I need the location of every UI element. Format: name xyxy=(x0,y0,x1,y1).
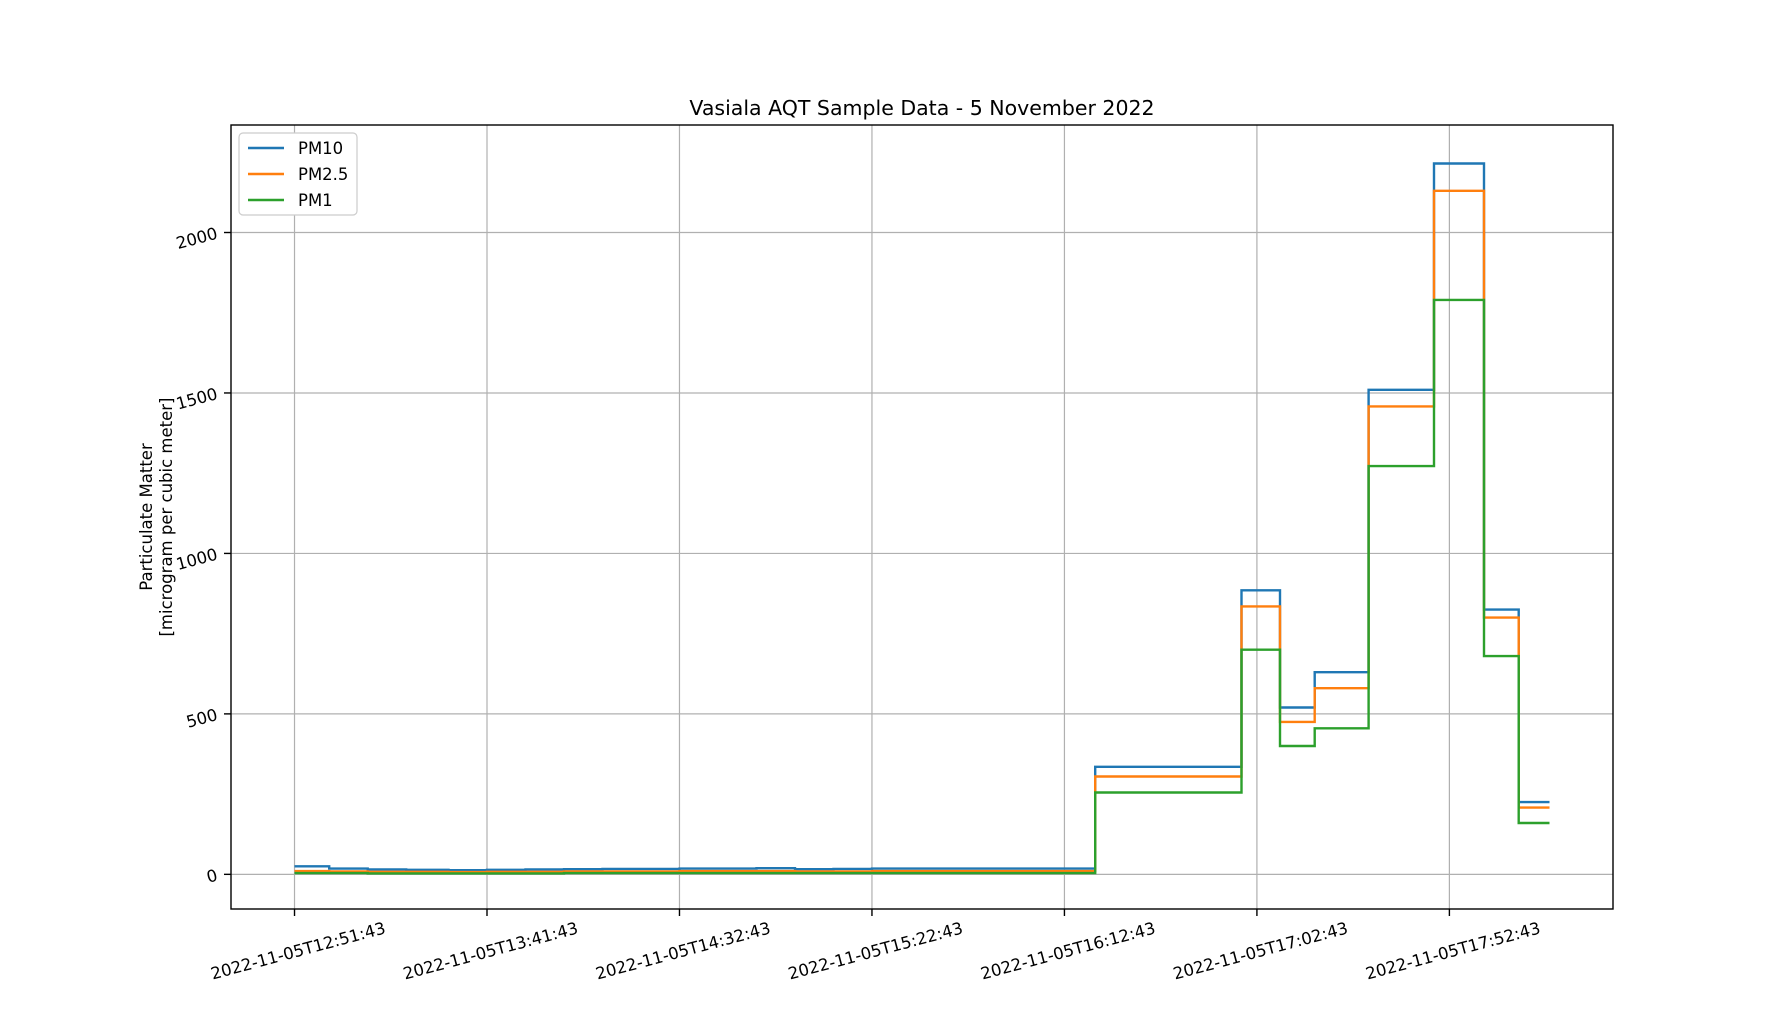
y-tick-label: 2000 xyxy=(174,224,219,253)
x-tick-label: 2022-11-05T17:02:43 xyxy=(1171,919,1350,984)
legend: PM10 PM2.5 PM1 xyxy=(238,132,358,216)
series-line-pm10 xyxy=(294,162,1550,872)
plot-frame xyxy=(230,124,1614,910)
legend-label-pm10: PM10 xyxy=(298,139,343,158)
series-line-pm2-5 xyxy=(294,189,1550,874)
y-tick-label: 500 xyxy=(184,705,219,732)
legend-box xyxy=(238,132,358,216)
x-tick-label: 2022-11-05T17:52:43 xyxy=(1364,919,1543,984)
chart-title: Vasiala AQT Sample Data - 5 November 202… xyxy=(689,96,1154,120)
legend-label-pm2-5: PM2.5 xyxy=(298,165,348,184)
x-tick-label: 2022-11-05T13:41:43 xyxy=(401,919,580,984)
y-axis-label-line-1: Particulate Matter xyxy=(137,443,156,591)
y-axis-label-line-2: [microgram per cubic meter] xyxy=(157,398,176,637)
y-axis-label: Particulate Matter [microgram per cubic … xyxy=(137,398,176,637)
y-tick-label: 0 xyxy=(205,866,220,887)
grid-layer xyxy=(231,125,1613,909)
x-tick-label: 2022-11-05T15:22:43 xyxy=(786,919,965,984)
legend-label-pm1: PM1 xyxy=(298,191,333,210)
y-tick-label: 1500 xyxy=(174,384,219,413)
series-line-pm1 xyxy=(294,298,1550,875)
x-tick-label: 2022-11-05T14:32:43 xyxy=(594,919,773,984)
x-tick-label: 2022-11-05T12:51:43 xyxy=(209,919,388,984)
y-tick-label: 1000 xyxy=(174,545,219,574)
series-layer xyxy=(294,162,1550,875)
x-tick-label: 2022-11-05T16:12:43 xyxy=(979,919,1158,984)
